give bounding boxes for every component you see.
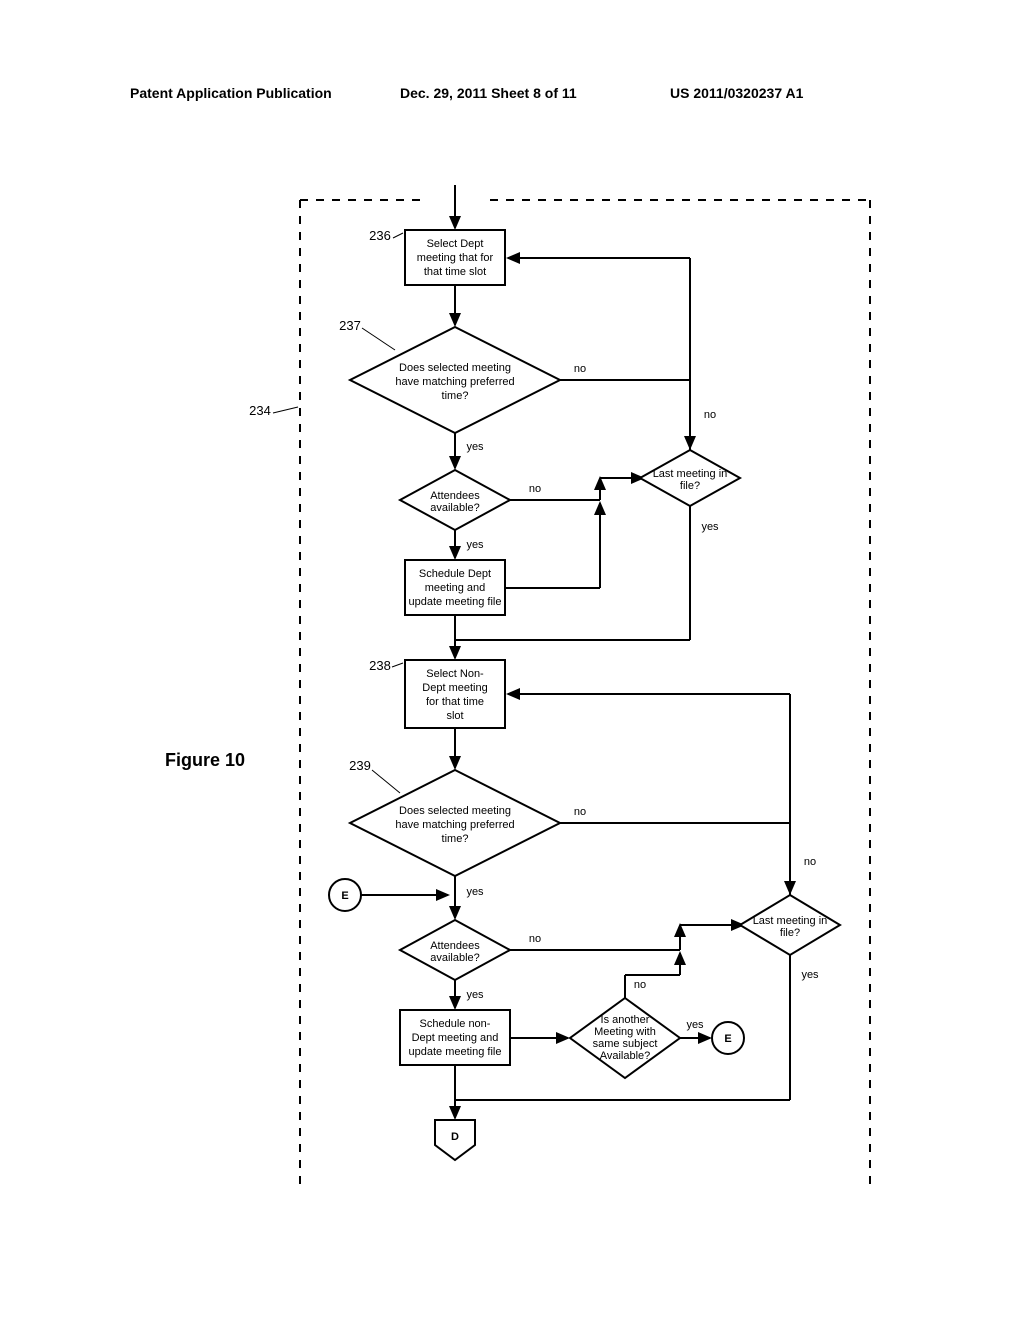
svg-text:have matching preferred: have matching preferred — [395, 819, 514, 831]
node-schedule-nondept: Schedule non- Dept meeting and update me… — [400, 1010, 510, 1065]
ref-234: 234 — [249, 403, 271, 418]
svg-text:Attendees: Attendees — [430, 490, 480, 502]
svg-text:Select Dept: Select Dept — [427, 238, 484, 250]
label-last2-yes: yes — [801, 969, 819, 981]
svg-text:Last meeting in: Last meeting in — [653, 468, 728, 480]
node-attendees-1: Attendees available? — [400, 470, 510, 530]
ref-236: 236 — [369, 228, 391, 243]
label-237-yes: yes — [466, 441, 484, 453]
svg-text:Select Non-: Select Non- — [426, 668, 484, 680]
svg-text:for that time: for that time — [426, 696, 484, 708]
node-schedule-dept: Schedule Dept meeting and update meeting… — [405, 560, 505, 615]
node-attendees-2: Attendees available? — [400, 920, 510, 980]
edge-sched1-out — [505, 503, 600, 588]
label-237-no: no — [574, 363, 586, 375]
edge-last1-no — [508, 258, 690, 450]
label-att2-no: no — [529, 933, 541, 945]
edge-237-no — [560, 380, 690, 448]
svg-text:D: D — [451, 1131, 459, 1143]
label-239-no: no — [574, 806, 586, 818]
edge-att1-no — [510, 478, 600, 500]
page: Patent Application Publication Dec. 29, … — [0, 0, 1024, 1320]
node-select-nondept: Select Non- Dept meeting for that time s… — [405, 660, 505, 728]
connector-e-in: E — [329, 879, 361, 911]
svg-text:meeting that for: meeting that for — [417, 252, 494, 264]
svg-text:Does selected meeting: Does selected meeting — [399, 805, 511, 817]
label-239-yes: yes — [466, 886, 484, 898]
label-last1-yes: yes — [701, 521, 719, 533]
svg-text:E: E — [724, 1033, 731, 1045]
svg-text:Dept meeting: Dept meeting — [422, 682, 487, 694]
svg-text:meeting and: meeting and — [425, 582, 486, 594]
label-last1-no: no — [704, 409, 716, 421]
svg-text:update meeting file: update meeting file — [409, 596, 502, 608]
node-last-2: Last meeting in file? — [740, 895, 840, 955]
svg-text:update meeting file: update meeting file — [409, 1046, 502, 1058]
label-att1-no: no — [529, 483, 541, 495]
edge-last2-no — [508, 694, 790, 895]
svg-text:have matching preferred: have matching preferred — [395, 376, 514, 388]
svg-text:Available?: Available? — [600, 1050, 651, 1062]
connector-d: D — [435, 1120, 475, 1160]
svg-text:Schedule Dept: Schedule Dept — [419, 568, 491, 580]
node-last-1: Last meeting in file? — [640, 450, 740, 506]
node-select-dept: Select Dept meeting that for that time s… — [405, 230, 505, 285]
svg-text:same subject: same subject — [593, 1038, 658, 1050]
svg-text:E: E — [341, 890, 348, 902]
svg-text:slot: slot — [446, 710, 463, 722]
svg-text:Is another: Is another — [601, 1014, 650, 1026]
svg-text:file?: file? — [780, 927, 800, 939]
svg-text:Last meeting in: Last meeting in — [753, 915, 828, 927]
ref-239: 239 — [349, 758, 371, 773]
svg-text:time?: time? — [442, 390, 469, 402]
svg-text:that time slot: that time slot — [424, 266, 486, 278]
label-att1-yes: yes — [466, 539, 484, 551]
node-237-diamond: Does selected meeting have matching pref… — [350, 327, 560, 433]
node-another-meeting: Is another Meeting with same subject Ava… — [570, 998, 680, 1078]
edge-another-no — [625, 953, 680, 998]
node-239-diamond: Does selected meeting have matching pref… — [350, 770, 560, 876]
label-last2-no: no — [804, 856, 816, 868]
edge-239-no — [560, 823, 790, 893]
svg-text:time?: time? — [442, 833, 469, 845]
svg-text:file?: file? — [680, 480, 700, 492]
label-another-yes: yes — [686, 1019, 704, 1031]
svg-text:Meeting with: Meeting with — [594, 1026, 656, 1038]
svg-text:available?: available? — [430, 502, 480, 514]
flowchart-svg: Select Dept meeting that for that time s… — [0, 0, 1024, 1320]
label-att2-yes: yes — [466, 989, 484, 1001]
svg-text:Schedule non-: Schedule non- — [420, 1018, 491, 1030]
ref-237: 237 — [339, 318, 361, 333]
ref-238: 238 — [369, 658, 391, 673]
label-another-no: no — [634, 979, 646, 991]
svg-text:available?: available? — [430, 952, 480, 964]
svg-text:Dept meeting and: Dept meeting and — [412, 1032, 499, 1044]
svg-text:Attendees: Attendees — [430, 940, 480, 952]
connector-e-out: E — [712, 1022, 744, 1054]
svg-text:Does selected meeting: Does selected meeting — [399, 362, 511, 374]
